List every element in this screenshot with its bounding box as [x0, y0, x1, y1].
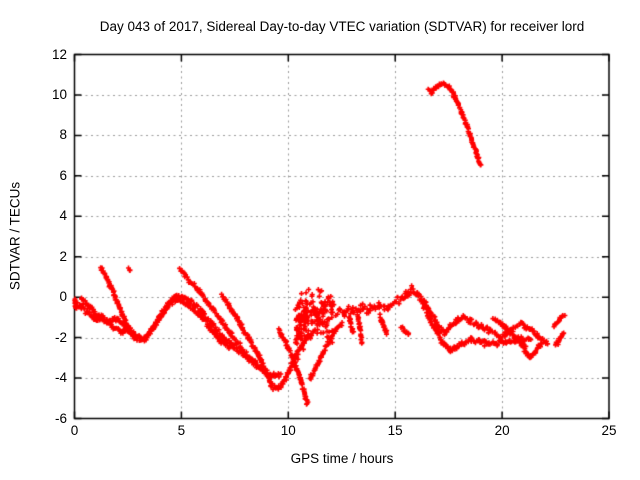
- chart-title: Day 043 of 2017, Sidereal Day-to-day VTE…: [99, 19, 585, 34]
- y-tick-label: 12: [51, 46, 67, 62]
- y-tick-label: 0: [59, 289, 67, 305]
- y-tick-label: 8: [59, 127, 67, 143]
- y-axis-label: SDTVAR / TECUs: [7, 181, 23, 291]
- y-tick-label: 4: [59, 208, 67, 224]
- x-tick-label: 10: [280, 423, 296, 438]
- y-tick-label: -6: [54, 410, 67, 426]
- x-tick-label: 25: [601, 423, 617, 438]
- x-tick-label: 15: [387, 423, 403, 438]
- x-tick-label: 20: [494, 423, 510, 438]
- y-tick-label: 2: [59, 248, 67, 264]
- y-tick-label: 10: [51, 86, 67, 102]
- x-tick-label: 0: [70, 423, 79, 438]
- x-axis-label: GPS time / hours: [290, 451, 394, 466]
- y-tick-label: -4: [54, 370, 67, 386]
- y-tick-label: 6: [59, 167, 67, 183]
- x-tick-label: 5: [177, 423, 186, 438]
- y-tick-label: -2: [54, 329, 67, 345]
